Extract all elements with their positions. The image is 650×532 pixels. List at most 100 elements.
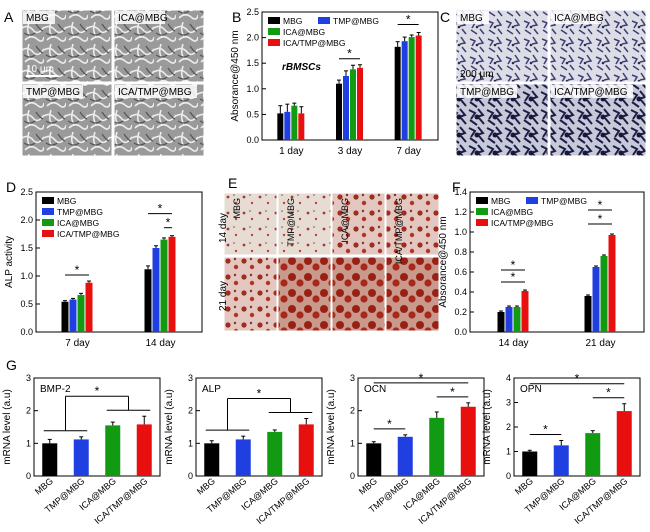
chart-b-ytick-label-2: 1.0 (246, 84, 259, 94)
ar-14d-ica (331, 192, 386, 256)
bar-g1-0 (42, 443, 58, 476)
chart-d-legend-swatch-3 (42, 230, 54, 237)
chart-d-legend-swatch-0 (42, 197, 54, 204)
chart-f-legend-label-3: ICA/TMP@MBG (491, 218, 553, 228)
bar-b-2-0 (394, 46, 401, 140)
chart-f-legend-swatch-1 (526, 197, 538, 204)
chart-f-ytick-label-4: 0.8 (454, 247, 467, 257)
bar-b-2-2 (408, 37, 415, 141)
chart-d-legend-label-1: TMP@MBG (57, 207, 103, 217)
ar-21d-ica-tmp (385, 256, 440, 332)
chart-d-sig-star-2: * (166, 216, 171, 230)
stain-label-mbg: MBG (460, 13, 483, 24)
chart-g4-ylabel: mRNA level (a.u) (482, 389, 493, 465)
bar-d-1-3 (168, 236, 176, 332)
bar-f-0-2 (513, 307, 521, 332)
chart-g3-plot-frame (357, 377, 485, 477)
chart-g1-ylabel: mRNA level (a.u) (2, 389, 13, 465)
chart-f-sig-star-1: * (511, 270, 516, 284)
bar-g2-2 (267, 431, 283, 476)
bar-g3-3 (460, 406, 476, 476)
chart-b-ytick-label-1: 0.5 (246, 109, 259, 119)
bar-g4-0 (522, 451, 538, 476)
chart-g3-ytick-label-1: 1 (350, 438, 355, 448)
chart-g3-annotation: OCN (364, 384, 386, 395)
bar-g3-0 (366, 443, 382, 476)
sem-label-ica-tmp: ICA/TMP@MBG (118, 87, 192, 98)
xtick-label-g3-3: ICA/TMP@MBG (416, 476, 473, 526)
chart-d-legend-swatch-1 (42, 208, 54, 215)
bar-b-1-1 (343, 76, 349, 140)
xtick-label-d-1: 14 day (145, 338, 175, 349)
xtick-label-b-2: 7 day (396, 146, 420, 157)
chart-b-ylabel: Absorance@450 nm (230, 30, 241, 121)
bar-b-0-0 (277, 113, 284, 140)
ar-row-label-14: 14 day (218, 213, 229, 243)
bar-g4-1 (553, 445, 569, 476)
bar-f-1-2 (600, 256, 608, 332)
bar-d-0-1 (69, 299, 77, 332)
chart-d-sig-star-0: * (75, 263, 80, 277)
chart-g3-ytick-label-2: 2 (350, 406, 355, 416)
ar-col-label-tmp: TMP@MBG (286, 198, 296, 247)
bar-b-1-3 (357, 67, 363, 140)
chart-d-legend-swatch-2 (42, 219, 54, 226)
chart-d-legend-label-0: MBG (57, 196, 76, 206)
ar-14d-ica-tmp (385, 192, 440, 256)
chart-f-ytick-label-7: 1.4 (454, 187, 467, 197)
xtick-label-b-1: 3 day (338, 146, 362, 157)
bar-g2-1 (235, 439, 251, 476)
panel-c: C MBG ICA@MBG TMP@MBG ICA/TMP@MBG 200 μm (440, 9, 647, 157)
chart-d-ytick-label-3: 1.5 (20, 243, 33, 253)
bar-g1-2 (105, 425, 121, 476)
bar-g4-2 (585, 433, 601, 476)
xtick-label-g1-0: MBG (33, 476, 55, 497)
panel-letter-g: G (6, 357, 17, 373)
stain-label-ica-tmp: ICA/TMP@MBG (554, 87, 628, 98)
chart-f-sig-star-2: * (598, 198, 603, 212)
chart-d-plot-frame (35, 191, 203, 333)
chart-g4-annotation: OPN (520, 384, 542, 395)
bar-g2-3 (298, 424, 314, 476)
bar-g2-0 (204, 443, 220, 476)
chart-f-sig-star-3: * (598, 212, 603, 226)
bar-d-0-0 (61, 301, 69, 332)
panel-letter-c: C (440, 9, 450, 25)
chart-b-legend-swatch-1 (318, 17, 330, 24)
bar-f-1-1 (592, 267, 600, 332)
chart-d-ytick-label-1: 0.5 (20, 299, 33, 309)
bar-d-0-2 (77, 295, 85, 332)
chart-g1-ytick-label-1: 1 (26, 438, 31, 448)
chart-g1-sig-star-0: * (95, 384, 100, 398)
chart-g2-ylabel: mRNA level (a.u) (164, 389, 175, 465)
bar-d-1-2 (160, 239, 168, 332)
chart-f-ytick-label-1: 0.2 (454, 307, 467, 317)
chart-b-annotation: rBMSCs (282, 62, 321, 73)
chart-f-legend-label-1: TMP@MBG (541, 196, 587, 206)
bar-d-1-1 (152, 248, 160, 332)
chart-f-ytick-label-3: 0.6 (454, 267, 467, 277)
bar-f-0-1 (505, 307, 513, 332)
chart-g4-ytick-label-1: 1 (506, 447, 511, 457)
ar-14d-mbg (223, 192, 278, 256)
bar-b-0-3 (298, 113, 305, 140)
chart-b-ytick-label-0: 0.0 (246, 135, 259, 145)
xtick-label-g4-3: ICA/TMP@MBG (572, 476, 629, 526)
bar-f-0-0 (497, 312, 505, 332)
xtick-label-d-0: 7 day (65, 338, 89, 349)
bar-g1-1 (73, 439, 89, 476)
chart-g1-annotation: BMP-2 (40, 384, 71, 395)
stain-scale-text: 200 μm (460, 69, 494, 80)
chart-f-legend-swatch-3 (476, 219, 488, 226)
bar-f-1-3 (608, 235, 616, 332)
sem-label-ica: ICA@MBG (118, 13, 168, 24)
chart-f-ytick-label-2: 0.4 (454, 287, 467, 297)
xtick-label-f-0: 14 day (498, 338, 528, 349)
chart-g2-ytick-label-3: 3 (188, 373, 193, 383)
chart-f-legend-swatch-2 (476, 208, 488, 215)
chart-d-ytick-label-5: 2.5 (20, 187, 33, 197)
bar-g4-3 (616, 411, 632, 476)
xtick-label-g2-0: MBG (195, 476, 217, 497)
sem-label-tmp: TMP@MBG (26, 87, 80, 98)
